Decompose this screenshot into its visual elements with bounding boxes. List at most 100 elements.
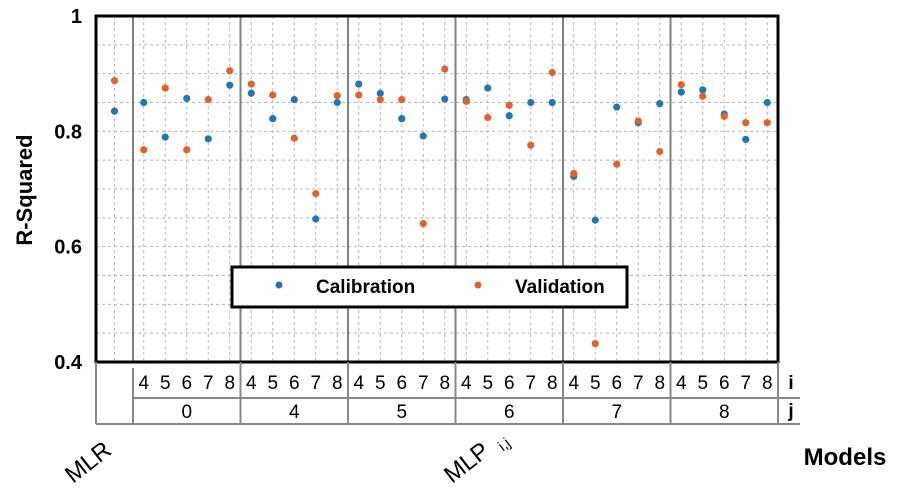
data-point-validation (720, 112, 728, 120)
data-point-validation (591, 339, 599, 348)
j-value-label: 5 (396, 402, 407, 423)
i-value-label: 4 (246, 373, 257, 394)
mlp-label: MLP i,j (439, 435, 514, 489)
data-point-calibration (290, 96, 298, 104)
data-point-calibration (441, 95, 449, 103)
data-point-validation (570, 169, 578, 178)
i-value-label: 7 (525, 373, 536, 394)
data-point-calibration (505, 112, 513, 120)
data-point-calibration (376, 89, 384, 97)
data-point-validation (247, 80, 255, 88)
grid (96, 16, 778, 363)
data-point-calibration (183, 94, 191, 103)
data-point-calibration (613, 103, 621, 111)
i-value-label: 4 (568, 373, 579, 394)
data-point-calibration (110, 107, 119, 115)
data-point-validation (656, 147, 664, 156)
data-point-calibration (742, 135, 750, 144)
i-value-label: 4 (676, 373, 687, 394)
data-point-calibration (763, 98, 771, 107)
i-value-label: 6 (289, 373, 300, 394)
j-value-label: 6 (504, 402, 515, 423)
i-value-label: 5 (590, 373, 601, 394)
data-point-calibration (333, 98, 341, 107)
data-point-validation (677, 81, 685, 89)
data-point-validation (110, 76, 119, 85)
data-point-calibration (226, 81, 234, 89)
i-value-label: 8 (224, 373, 235, 394)
y-axis-label: R-Squared (12, 134, 37, 245)
data-point-validation (376, 96, 384, 104)
legend-calibration-marker (275, 281, 283, 289)
data-point-validation (613, 160, 621, 168)
data-point-validation (763, 119, 771, 127)
row-label-j: j (787, 401, 793, 422)
data-point-validation (419, 220, 427, 228)
y-tick-label: 0.4 (54, 352, 83, 374)
data-point-calibration (548, 98, 556, 107)
j-value-label: 7 (611, 402, 622, 423)
category-table: 4 5 6 7 804 5 6 7 844 5 6 7 854 5 6 7 864 5 6 7 874 5 6 7 88 (95, 362, 800, 425)
j-value-label: 0 (181, 402, 192, 423)
y-tick-label: 0.8 (54, 121, 82, 143)
data-point-calibration (677, 88, 685, 96)
data-point-validation (312, 190, 320, 198)
data-point-validation (505, 101, 513, 109)
i-value-label: 4 (138, 373, 149, 394)
legend-validation-marker (474, 281, 482, 289)
data-point-calibration (355, 80, 363, 88)
data-point-validation (290, 134, 298, 142)
data-point-validation (226, 67, 234, 75)
data-point-calibration (269, 115, 277, 123)
data-point-calibration (161, 133, 169, 141)
legend-calibration-label: Calibration (316, 277, 415, 298)
data-point-validation (269, 91, 277, 99)
i-value-label: 4 (353, 373, 364, 394)
i-value-label: 8 (439, 373, 450, 394)
data-point-validation (441, 65, 449, 73)
legend: Calibration Validation (230, 265, 629, 309)
data-point-calibration (484, 84, 492, 92)
data-point-validation (462, 97, 470, 105)
i-value-label: 5 (160, 373, 171, 394)
legend-box (230, 265, 629, 309)
data-point-calibration (247, 89, 255, 97)
i-value-label: 6 (611, 373, 622, 394)
data-point-validation (527, 141, 535, 149)
y-tick-label: 1 (71, 6, 82, 28)
data-point-calibration (140, 98, 148, 107)
data-point-validation (548, 68, 556, 77)
x-axis-label: Models (804, 444, 887, 471)
i-value-label: 7 (740, 373, 751, 394)
data-point-calibration (591, 216, 599, 224)
row-label-i: i (788, 373, 793, 394)
data-point-validation (699, 92, 707, 100)
i-value-label: 7 (203, 373, 214, 394)
i-value-label: 4 (461, 373, 472, 394)
i-value-label: 7 (310, 373, 321, 394)
data-point-calibration (398, 115, 406, 123)
data-point-validation (634, 117, 642, 125)
i-value-label: 6 (181, 373, 192, 394)
y-ticks: 0.4 0.6 0.8 1 (54, 6, 83, 374)
data-point-calibration (527, 98, 535, 107)
data-point-calibration (699, 86, 707, 94)
i-value-label: 5 (267, 373, 278, 394)
y-tick-label: 0.6 (54, 237, 82, 259)
i-value-label: 8 (762, 373, 773, 394)
i-value-label: 6 (504, 373, 515, 394)
i-value-label: 8 (547, 373, 558, 394)
data-point-validation (398, 96, 406, 104)
data-point-calibration (419, 132, 427, 140)
data-points (110, 65, 771, 348)
i-value-label: 6 (396, 373, 407, 394)
data-point-validation (355, 91, 363, 99)
data-point-validation (333, 91, 341, 100)
mlr-label: MLR (60, 436, 117, 488)
i-value-label: 5 (482, 373, 493, 394)
data-point-calibration (312, 215, 320, 223)
data-point-calibration (204, 135, 212, 143)
i-value-label: 8 (654, 373, 665, 394)
i-value-label: 8 (332, 373, 343, 394)
